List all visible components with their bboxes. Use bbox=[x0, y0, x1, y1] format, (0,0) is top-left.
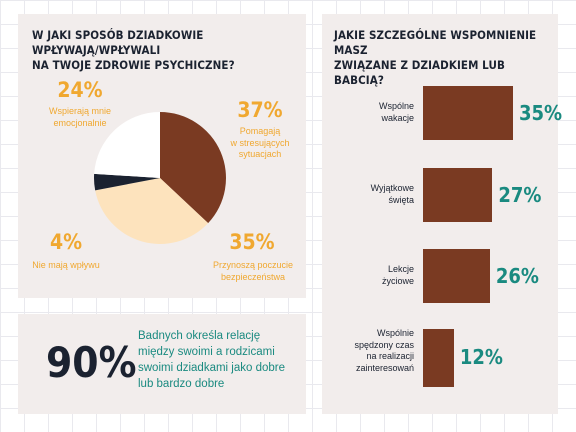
pie-value-label-3: 24% bbox=[57, 78, 103, 102]
pie-chart bbox=[94, 112, 226, 244]
pie-slice-3 bbox=[94, 112, 160, 178]
pie-chart-title: W JAKI SPOSÓB DZIADKOWIE WPŁYWAJĄ/WPŁYWA… bbox=[32, 28, 235, 72]
pie-value-label-0: 37% bbox=[237, 98, 283, 122]
pie-value-label-2: 4% bbox=[49, 230, 83, 254]
bar-chart-panel: JAKIE SZCZEGÓLNE WSPOMNIENIE MASZ ZWIĄZA… bbox=[322, 14, 562, 414]
bar-category-label-3: Wspólnie spędzony czas na realizacji zai… bbox=[354, 328, 414, 373]
bar-value-label-0: 35% bbox=[519, 101, 563, 125]
bar-1 bbox=[423, 168, 493, 222]
pie-value-label-1: 35% bbox=[229, 230, 275, 254]
stat-description: Badnych określa relację między swoimi a … bbox=[138, 330, 286, 390]
pie-slice-1 bbox=[95, 178, 209, 244]
bar-category-label-1: Wyjątkowe święta bbox=[370, 183, 414, 205]
bar-0 bbox=[423, 86, 513, 140]
stat-value: 90% bbox=[46, 338, 137, 387]
bar-value-label-1: 27% bbox=[498, 183, 542, 207]
pie-slice-label-1: Przynoszą poczucie bezpieczeństwa bbox=[212, 260, 294, 282]
stat-panel: 90% Badnych określa relację między swoim… bbox=[18, 314, 306, 414]
pie-slice-label-0: Pomagają w stresujących sytuacjach bbox=[230, 126, 290, 159]
pie-slice-label-2: Nie mają wpływu bbox=[32, 260, 100, 270]
bar-category-label-2: Lekcje życiowe bbox=[381, 264, 414, 286]
pie-chart-panel: W JAKI SPOSÓB DZIADKOWIE WPŁYWAJĄ/WPŁYWA… bbox=[18, 14, 306, 298]
bar-category-label-0: Wspólne wakacje bbox=[378, 101, 414, 123]
bar-chart-title: JAKIE SZCZEGÓLNE WSPOMNIENIE MASZ ZWIĄZA… bbox=[334, 28, 537, 87]
bar-value-label-3: 12% bbox=[459, 345, 503, 369]
bar-value-label-2: 26% bbox=[495, 264, 539, 288]
pie-slice-label-3: Wspierają mnie emocjonalnie bbox=[48, 106, 112, 128]
pie-slice-0 bbox=[160, 112, 226, 224]
pie-slice-2 bbox=[94, 173, 160, 191]
bar-3 bbox=[423, 329, 454, 387]
bar-2 bbox=[423, 249, 490, 303]
